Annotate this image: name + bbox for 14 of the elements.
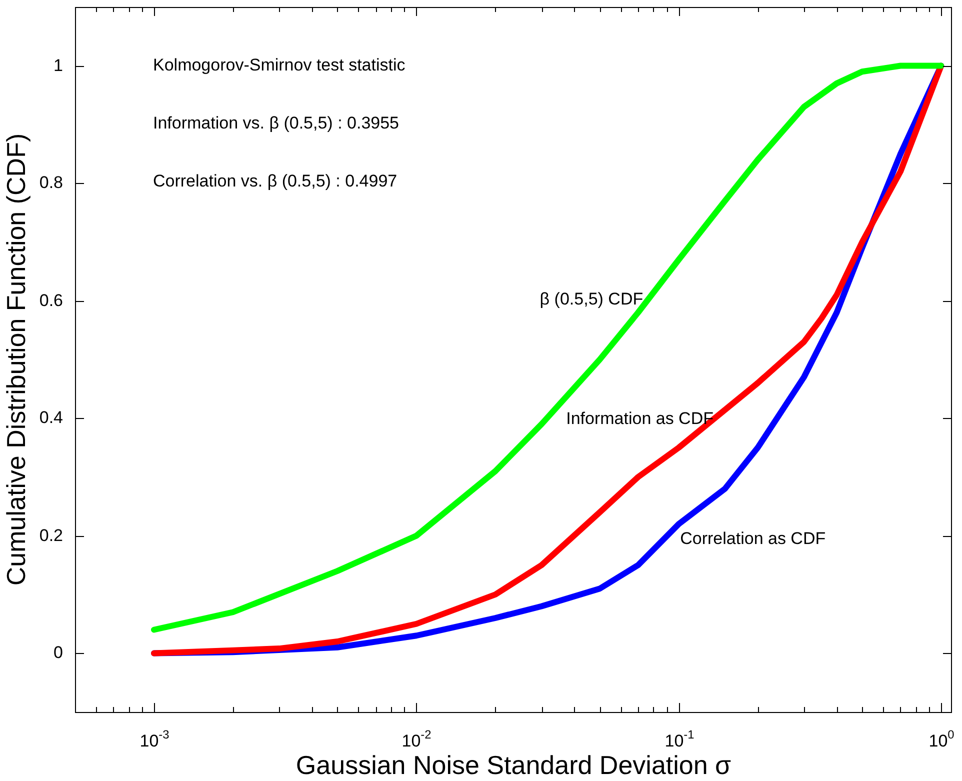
y-tick-label: 0.8 [39, 173, 63, 192]
annotation: Information vs. β (0.5,5) : 0.3955 [153, 114, 400, 133]
x-axis-title: Gaussian Noise Standard Deviation σ [296, 750, 732, 780]
annotation: Information as CDF [566, 409, 714, 428]
y-tick-label: 0.4 [39, 408, 63, 428]
y-tick-label: 0.6 [39, 291, 63, 310]
y-tick-label: 0 [54, 643, 63, 662]
annotation: β (0.5,5) CDF [540, 289, 644, 308]
annotation: Kolmogorov-Smirnov test statistic [153, 56, 406, 75]
annotation: Correlation vs. β (0.5,5) : 0.4997 [153, 172, 398, 191]
y-tick-label: 1 [54, 56, 63, 76]
y-tick-label: 0.2 [39, 526, 63, 546]
y-axis-title: Cumulative Distribution Function (CDF) [1, 133, 32, 586]
annotation: Correlation as CDF [680, 528, 826, 548]
